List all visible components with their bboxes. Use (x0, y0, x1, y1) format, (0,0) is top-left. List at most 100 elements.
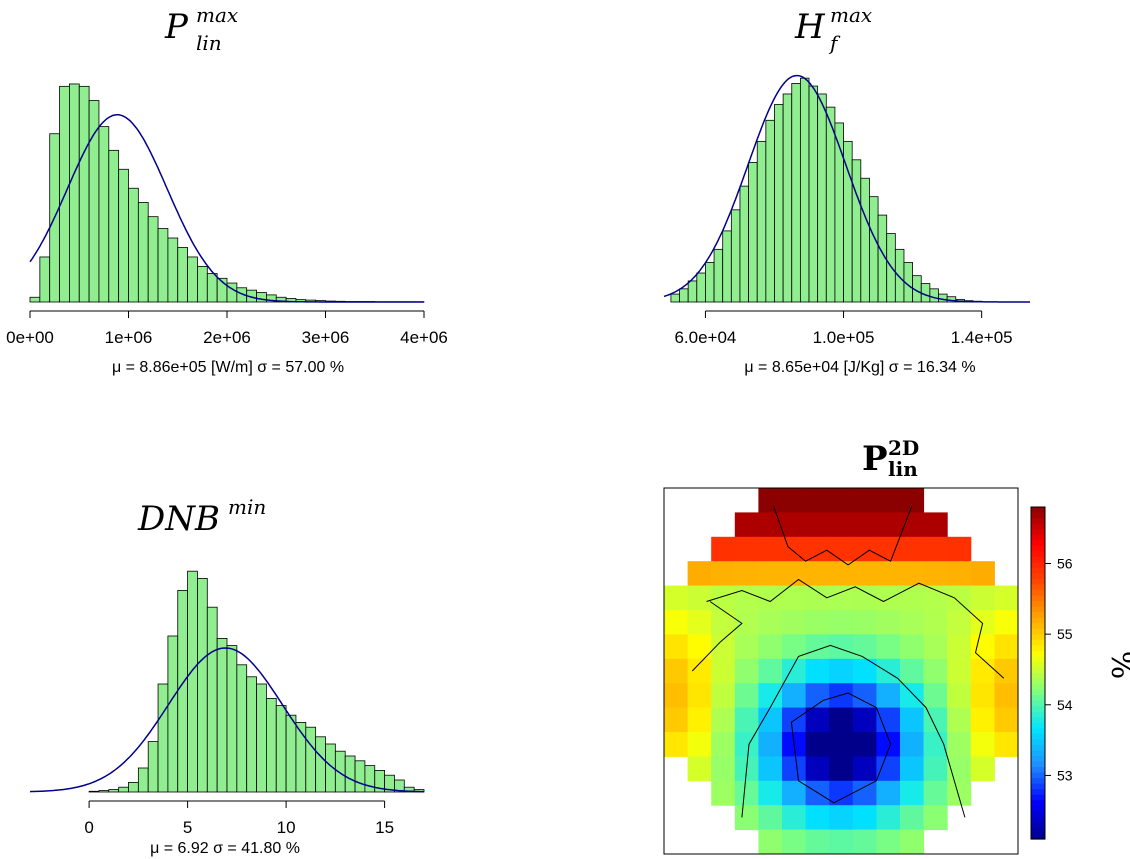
colorbar-segment (1031, 794, 1045, 801)
heatmap-cell (947, 561, 972, 587)
dnb-bar (334, 750, 346, 793)
heatmap-cell (900, 634, 925, 660)
heatmap-cell (970, 707, 995, 733)
heatmap-cell (687, 707, 712, 733)
heatmap-cell (852, 805, 877, 831)
dnb-bar (147, 741, 159, 793)
heatmap-cell (852, 780, 877, 806)
heatmap-cell (876, 805, 901, 831)
hf-bar (929, 288, 939, 303)
heatmap-cell (711, 561, 736, 587)
colorbar-segment (1031, 756, 1045, 763)
dnb-bar (265, 698, 277, 793)
colorbar-segment (1031, 562, 1045, 569)
heatmap-cell (782, 610, 807, 635)
dnb-tick-label: 15 (375, 818, 394, 837)
heatmap-cell (900, 780, 925, 806)
heatmap-cell (758, 756, 783, 782)
heatmap-cell (852, 756, 877, 782)
colorbar-segment (1031, 722, 1045, 729)
heatmap-cell (687, 732, 712, 757)
plin-stat-text: μ = 8.86e+05 [W/m] σ = 57.00 % (112, 359, 344, 376)
heatmap-cell (734, 683, 759, 709)
heatmap-cell (900, 805, 925, 831)
colorbar-segment (1031, 667, 1045, 674)
heatmap-cell (711, 707, 736, 733)
colorbar-segment (1031, 606, 1045, 613)
heatmap-cell (805, 805, 830, 831)
heatmap-cell (994, 732, 1019, 757)
heatmap-cell (805, 561, 830, 587)
heatmap-cell (829, 512, 854, 538)
colorbar-tick-label: 54 (1057, 697, 1073, 713)
dnb-bar (315, 736, 326, 793)
hf-bar (869, 196, 879, 303)
hf-bar (817, 93, 827, 303)
heatmap-cell (664, 658, 689, 684)
colorbar-tick-label: 56 (1057, 556, 1073, 572)
hf-bar (696, 272, 706, 303)
colorbar-segment (1031, 739, 1045, 746)
heatmap-cell (947, 707, 972, 733)
dnb-tick-label: 5 (183, 818, 192, 837)
heatmap-cell (970, 683, 995, 709)
colorbar-segment (1031, 750, 1045, 757)
hf-bar (739, 185, 749, 303)
colorbar-segment (1031, 684, 1045, 691)
heatmap-cell (947, 658, 972, 684)
hf-title-sup: max (830, 3, 872, 27)
heatmap-cell (876, 610, 901, 635)
colorbar-segment (1031, 545, 1045, 552)
heatmap-cell (970, 610, 995, 635)
plin-title-sub: lin (196, 31, 222, 55)
heatmap-cell (758, 780, 783, 806)
plin-bar (108, 149, 120, 303)
heatmap-cell (852, 585, 877, 611)
heatmap-cell (970, 585, 995, 611)
panel-hf-max: H max f 6.0e+04 1.0e+05 1.4e+05 μ = 8.65… (663, 3, 1030, 376)
heatmap-cell (900, 829, 925, 855)
heatmap-cell (711, 658, 736, 684)
dnb-bar (177, 590, 189, 793)
colorbar-segment (1031, 617, 1045, 624)
colorbar-label: % (1104, 651, 1130, 680)
heatmap-cell (829, 658, 854, 684)
heatmap-cell (687, 561, 712, 587)
heatmap-cell (900, 658, 925, 684)
heatmap-cell (900, 707, 925, 733)
hf-bar (938, 293, 948, 303)
heatmap-cell (758, 805, 783, 831)
colorbar (1030, 506, 1051, 840)
heatmap-cell (782, 512, 807, 538)
heatmap-cell (923, 536, 948, 562)
plin-bar (88, 100, 100, 303)
heatmap-cell (900, 561, 925, 587)
heatmap-cell (852, 536, 877, 562)
heatmap-cell (687, 658, 712, 684)
colorbar-segment (1031, 778, 1045, 785)
colorbar-segment (1031, 678, 1045, 685)
heatmap-cell (687, 634, 712, 660)
heatmap-cell (923, 780, 948, 806)
heatmap-cell (829, 756, 854, 782)
heatmap-cell (758, 536, 783, 562)
panel-dnb-min: DNB min 0 5 10 15 μ = 6.92 σ = 41.80 % (29, 495, 425, 857)
colorbar-segment (1031, 706, 1045, 713)
heatmap-cell (758, 683, 783, 709)
hf-bar (687, 280, 698, 303)
colorbar-segment (1031, 656, 1045, 663)
dnb-tick-marks (88, 801, 386, 808)
heatmap-cell (876, 658, 901, 684)
heatmap-cell (876, 707, 901, 733)
heatmap-cell (829, 488, 854, 513)
hf-bar (782, 93, 793, 303)
colorbar-segment (1031, 695, 1045, 702)
heatmap-contour (773, 506, 913, 566)
heatmap-cell (805, 488, 830, 513)
heatmap-cell (734, 780, 759, 806)
plin-bar (197, 266, 208, 303)
heatmap-cell (734, 610, 759, 635)
heatmap-cell (994, 610, 1019, 635)
heatmap-cell (782, 805, 807, 831)
